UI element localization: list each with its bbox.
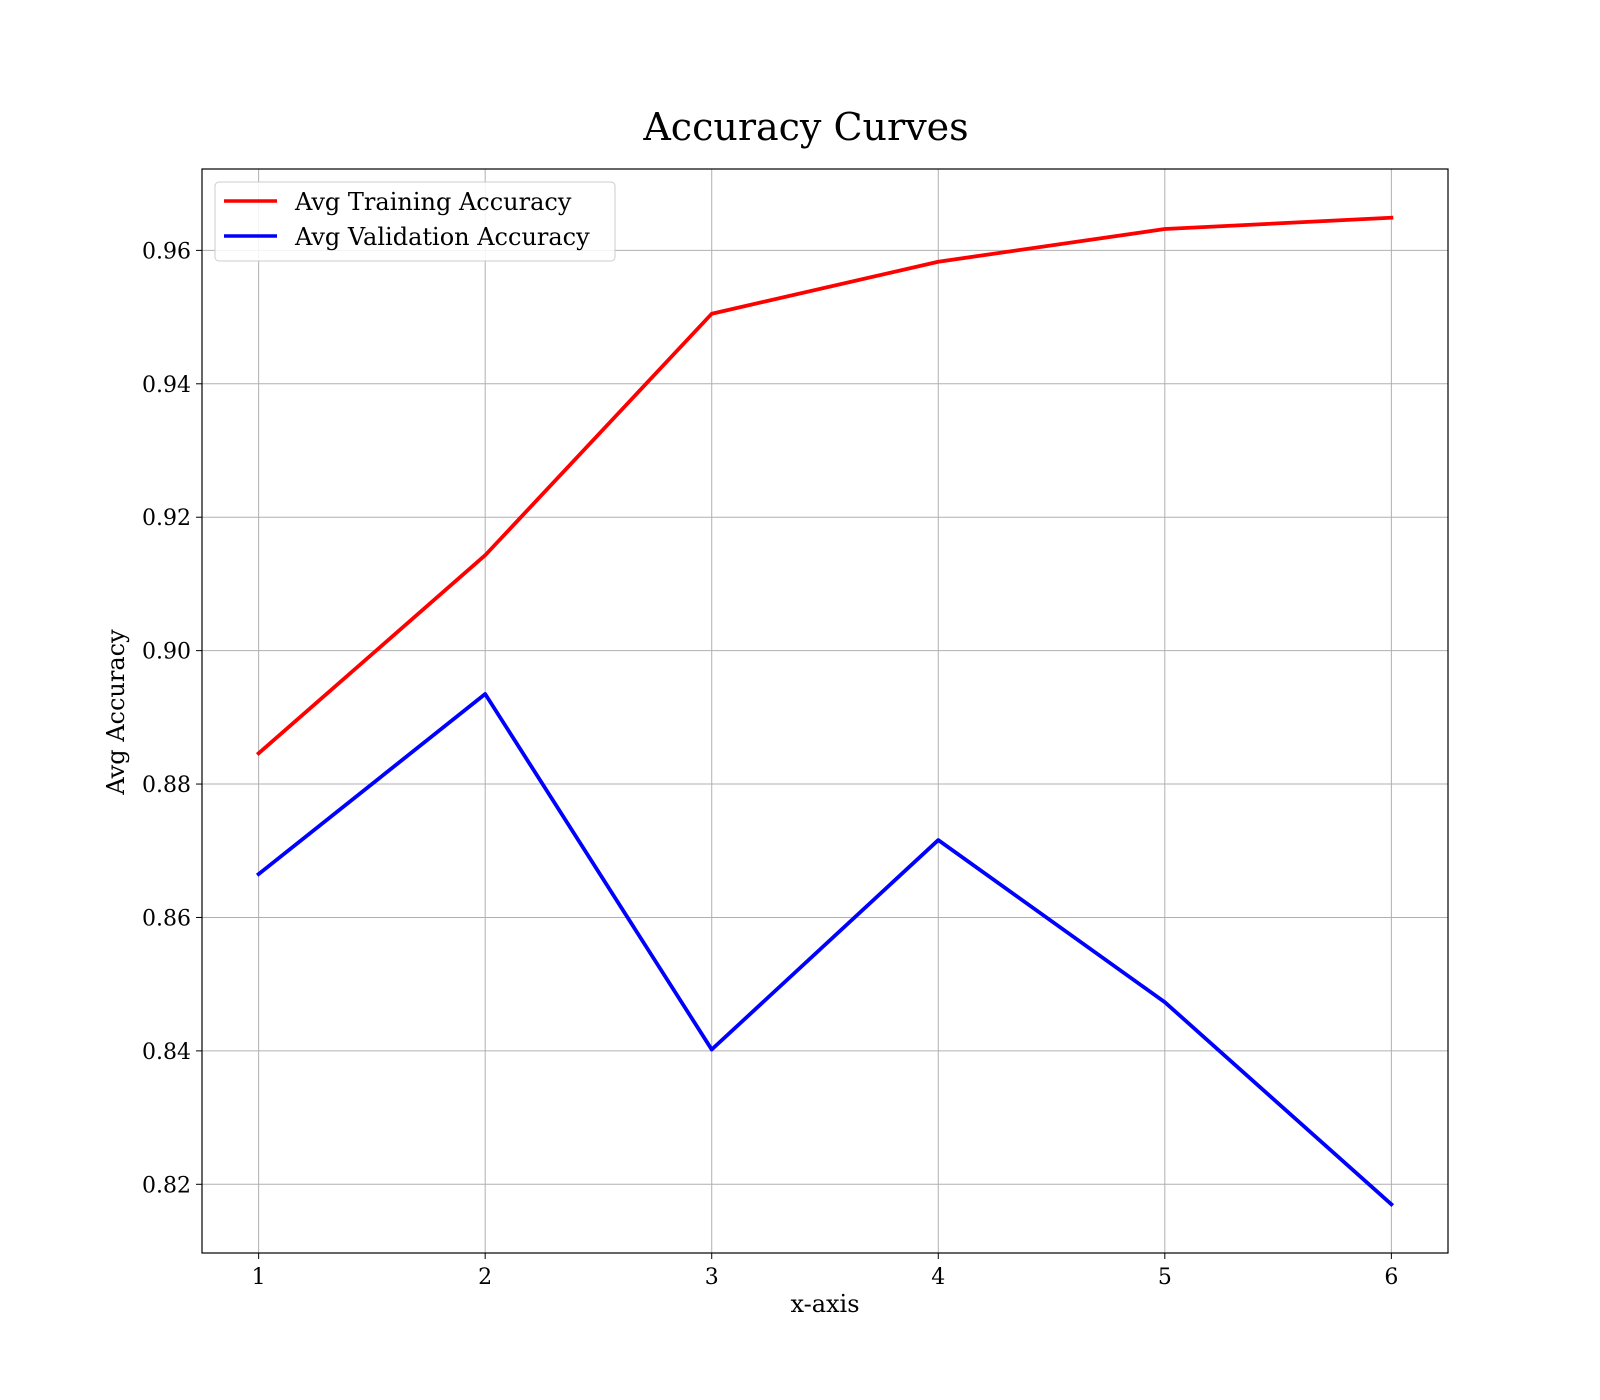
- y-tick-label: 0.88: [142, 773, 191, 798]
- x-tick-label: 1: [252, 1265, 266, 1290]
- legend: Avg Training Accuracy Avg Validation Acc…: [214, 181, 616, 262]
- series-line-training: [255, 215, 1394, 757]
- x-axis-title: x-axis: [790, 1290, 859, 1318]
- legend-box: [214, 181, 616, 262]
- y-tick-label: 0.82: [142, 1173, 191, 1198]
- y-tick-label: 0.84: [142, 1040, 191, 1065]
- chart-title: Accuracy Curves: [642, 105, 968, 149]
- legend-label-validation: Avg Validation Accuracy: [294, 223, 590, 251]
- series-line-validation: [255, 692, 1395, 1207]
- legend-label-training: Avg Training Accuracy: [294, 188, 572, 216]
- x-tick-label: 4: [931, 1265, 945, 1290]
- y-axis-title: Avg Accuracy: [102, 629, 130, 796]
- x-tick-label: 3: [705, 1265, 719, 1290]
- x-tick-label: 2: [478, 1265, 492, 1290]
- y-tick-label: 0.94: [142, 373, 191, 398]
- x-tick-label: 5: [1158, 1265, 1172, 1290]
- y-tick-label: 0.96: [142, 239, 191, 264]
- y-tick-label: 0.86: [142, 906, 191, 931]
- grid-lines: [202, 169, 1448, 1253]
- y-axis-ticks: 0.82 0.84 0.86 0.88 0.90 0.92 0.94 0.96: [142, 239, 202, 1198]
- y-tick-label: 0.92: [142, 506, 191, 531]
- x-axis-ticks: 1 2 3 4 5 6: [252, 1253, 1398, 1290]
- series-lines: [255, 215, 1395, 1207]
- y-tick-label: 0.90: [142, 640, 191, 665]
- plot-area-frame: [201, 168, 1449, 1254]
- x-tick-label: 6: [1384, 1265, 1398, 1290]
